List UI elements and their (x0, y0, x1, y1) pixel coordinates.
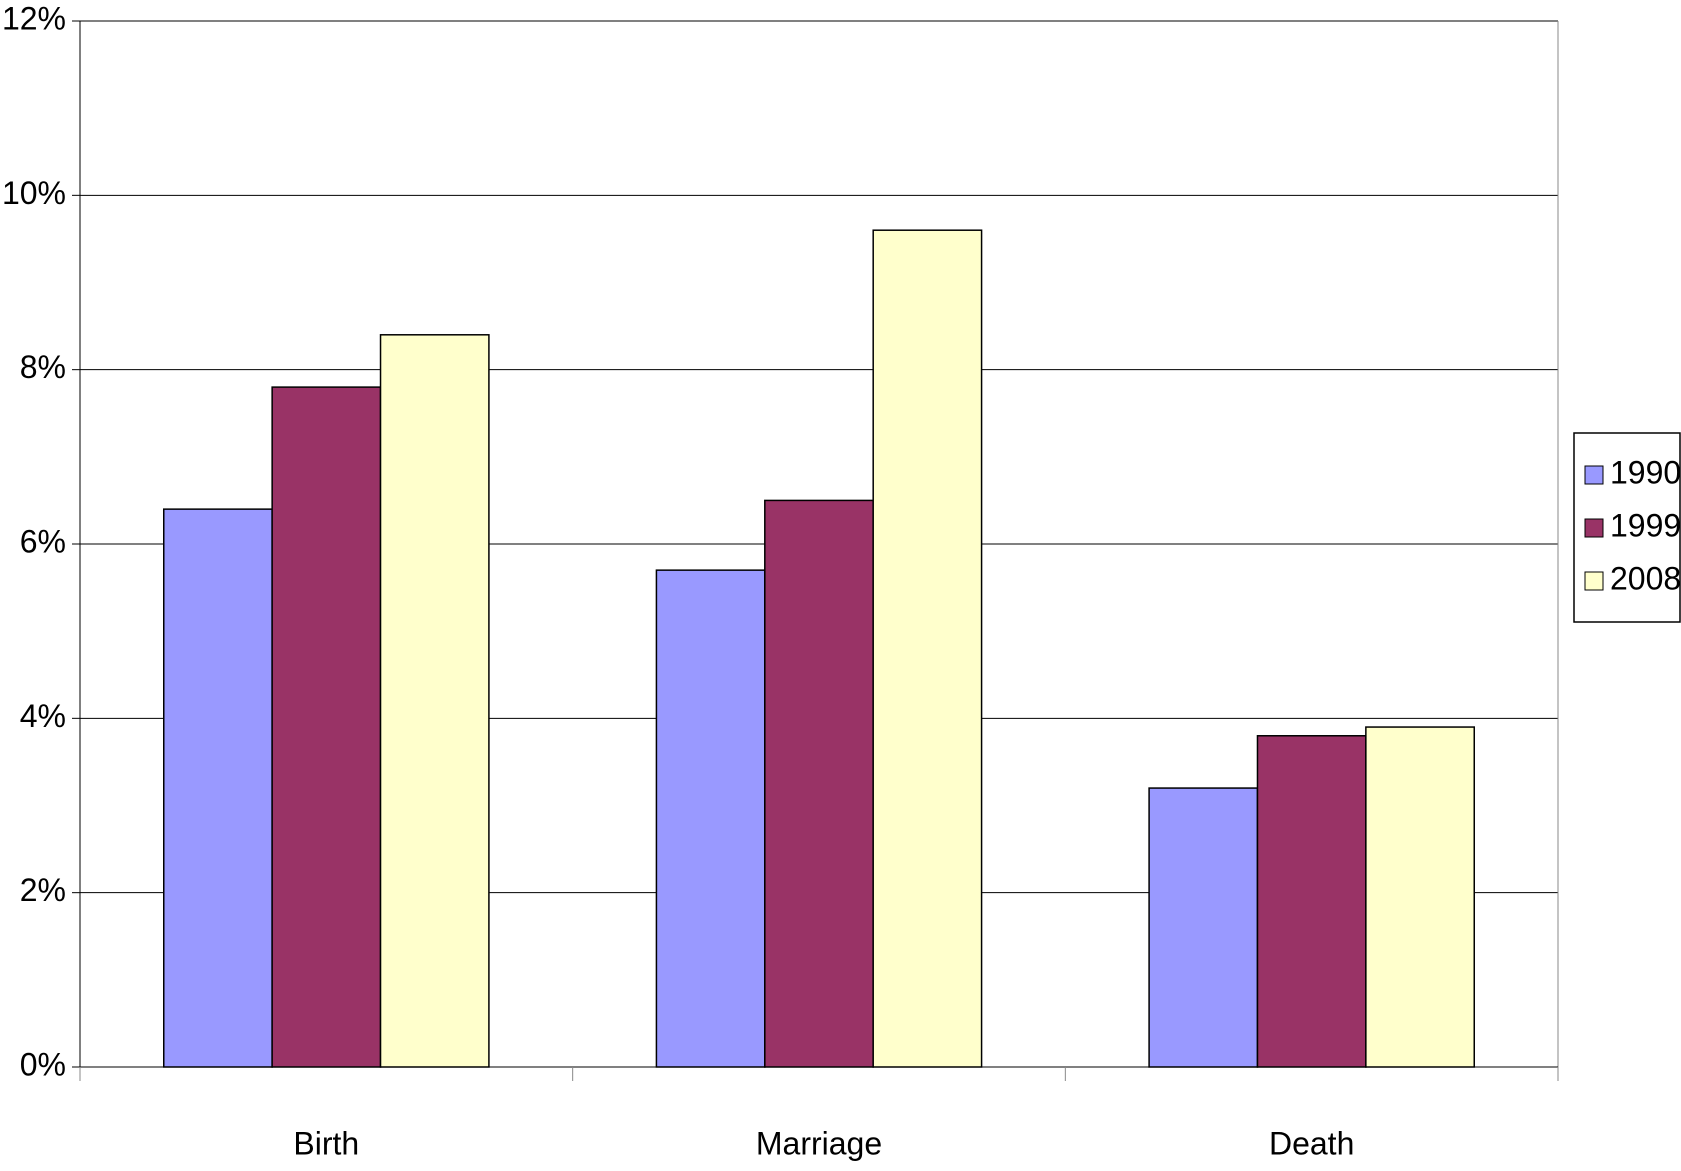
y-tick-label: 6% (20, 523, 66, 559)
bar (655, 569, 766, 1068)
legend-label: 1999 (1610, 507, 1681, 543)
bar (872, 229, 983, 1068)
legend-swatch (1584, 518, 1604, 538)
x-tick-label: Death (1269, 1125, 1354, 1161)
bar (1148, 787, 1259, 1068)
y-tick-label: 12% (2, 0, 66, 36)
y-tick-label: 10% (2, 175, 66, 211)
legend-swatch (1584, 571, 1604, 591)
legend-swatch (1584, 465, 1604, 485)
legend-label: 1990 (1610, 454, 1681, 490)
bar (1365, 726, 1475, 1068)
y-tick-label: 2% (20, 872, 66, 908)
y-tick-label: 4% (20, 698, 66, 734)
x-tick-label: Birth (293, 1125, 359, 1161)
x-tick-label: Marriage (756, 1125, 882, 1161)
bar (1256, 735, 1367, 1068)
bar (163, 508, 273, 1068)
y-tick-label: 0% (20, 1046, 66, 1082)
legend-label: 2008 (1610, 560, 1681, 596)
y-tick-label: 8% (20, 349, 66, 385)
bar (271, 386, 382, 1068)
bar (764, 499, 874, 1068)
bar (379, 334, 490, 1068)
